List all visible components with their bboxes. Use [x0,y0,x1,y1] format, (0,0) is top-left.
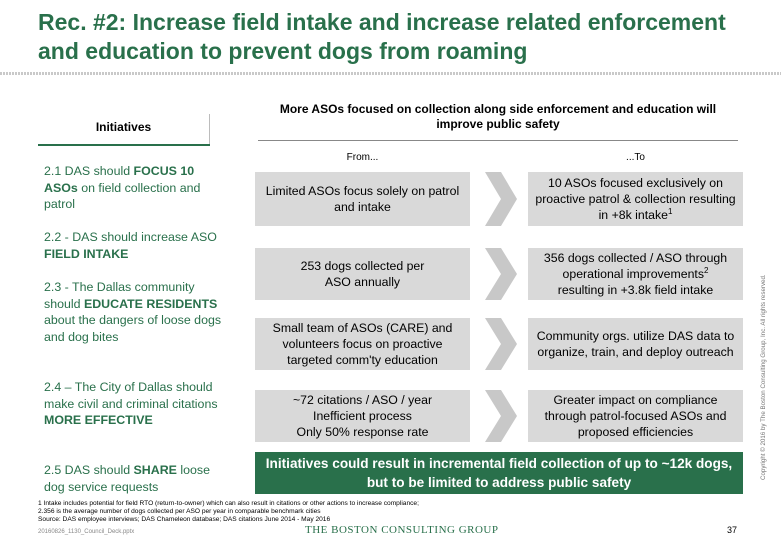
from-box-3: Small team of ASOs (CARE) and volunteers… [255,318,470,370]
chevron-right-icon [485,248,517,300]
to-box-1: 10 ASOs focused exclusively on proactive… [528,172,743,226]
comparison-header: More ASOs focused on collection along si… [279,102,717,131]
copyright-notice: Copyright © 2016 by The Boston Consultin… [760,274,767,480]
initiative-emphasis: EDUCATE RESIDENTS [83,296,218,311]
to-text: 10 ASOs focused exclusively on proactive… [532,175,739,223]
from-text: Limited ASOs focus solely on patrol and … [265,184,460,214]
to-box-4: Greater impact on compliance through pat… [528,390,743,442]
footnote-2: 2.356 is the average number of dogs coll… [38,508,321,515]
footnotes: 1 Intake includes potential for field RT… [38,500,598,524]
to-text-secondary: resulting in +3.8k field intake [557,283,714,297]
initiative-emphasis: FOCUS 10 ASOs [44,164,195,195]
from-text: Small team of ASOs (CARE) and volunteers… [272,321,453,367]
from-box-1: Limited ASOs focus solely on patrol and … [255,172,470,226]
initiative-text: 2.2 - DAS should increase ASO [44,230,217,244]
initiative-2-1: 2.1 DAS should FOCUS 10 ASOs on field co… [44,163,224,213]
initiative-text: 2.5 DAS should [44,463,134,477]
comparison-header-divider [258,140,738,141]
initiative-2-3: 2.3 - The Dallas community should EDUCAT… [44,279,224,345]
to-box-2: 356 dogs collected / ASO through operati… [528,248,743,300]
summary-banner-text: Initiatives could result in incremental … [265,456,733,490]
from-text: ~72 citations / ASO / year Inefficient pr… [293,392,432,440]
initiative-2-2: 2.2 - DAS should increase ASO FIELD INTA… [44,229,224,262]
chevron-right-icon [485,318,517,370]
from-line: ~72 citations / ASO / year [292,393,433,407]
to-text: Community orgs. utilize DAS data to orga… [536,329,735,359]
source-note: Source: DAS employee interviews; DAS Cha… [38,516,331,523]
chevron-right-icon [485,172,517,226]
to-text: Greater impact on compliance through pat… [544,393,727,439]
from-line: Inefficient process [313,409,412,423]
initiative-text: 2.1 DAS should [44,164,134,178]
initiative-2-5: 2.5 DAS should SHARE loose dog service r… [44,462,224,495]
from-box-2: 253 dogs collected per ASO annually [255,248,470,300]
initiatives-header: Initiatives [38,114,210,144]
from-line: Only 50% response rate [296,425,429,439]
initiative-2-4: 2.4 – The City of Dallas should make civ… [44,379,224,429]
initiative-text: 2.4 – The City of Dallas should make civ… [44,380,218,411]
file-name: 20160826_1130_Council_Deck.pptx [38,529,135,535]
initiative-text: about the dangers of loose dogs and dog … [44,313,222,344]
title-divider [0,72,781,75]
footnote-marker: 1 [667,206,673,216]
from-column-label: From... [346,152,379,163]
to-text-main: 356 dogs collected / ASO through operati… [543,251,728,281]
initiative-emphasis: FIELD INTAKE [44,246,129,261]
to-box-3: Community orgs. utilize DAS data to orga… [528,318,743,370]
company-logo: THE BOSTON CONSULTING GROUP [305,524,499,536]
initiative-text: 2.3 - The Dallas community should [44,280,195,311]
to-text: 356 dogs collected / ASO through operati… [532,250,739,298]
from-text: 253 dogs collected per ASO annually [300,259,425,289]
to-column-label: ...To [626,152,645,163]
initiative-text: loose dog service requests [44,463,210,494]
initiative-emphasis: SHARE [133,463,177,477]
initiative-text: on field collection and patrol [44,180,201,212]
footnote-marker: 2 [704,265,709,275]
initiatives-header-underline [38,144,210,146]
page-number: 37 [727,525,738,535]
page-title: Rec. #2: Increase field intake and incre… [38,9,726,64]
footnote-1: 1 Intake includes potential for field RT… [38,500,419,507]
summary-banner: Initiatives could result in incremental … [255,452,743,494]
chevron-right-icon [485,390,517,442]
initiative-emphasis: MORE EFFECTIVE [44,413,153,427]
to-text-main: 10 ASOs focused exclusively on proactive… [535,176,736,222]
from-box-4: ~72 citations / ASO / year Inefficient pr… [255,390,470,442]
